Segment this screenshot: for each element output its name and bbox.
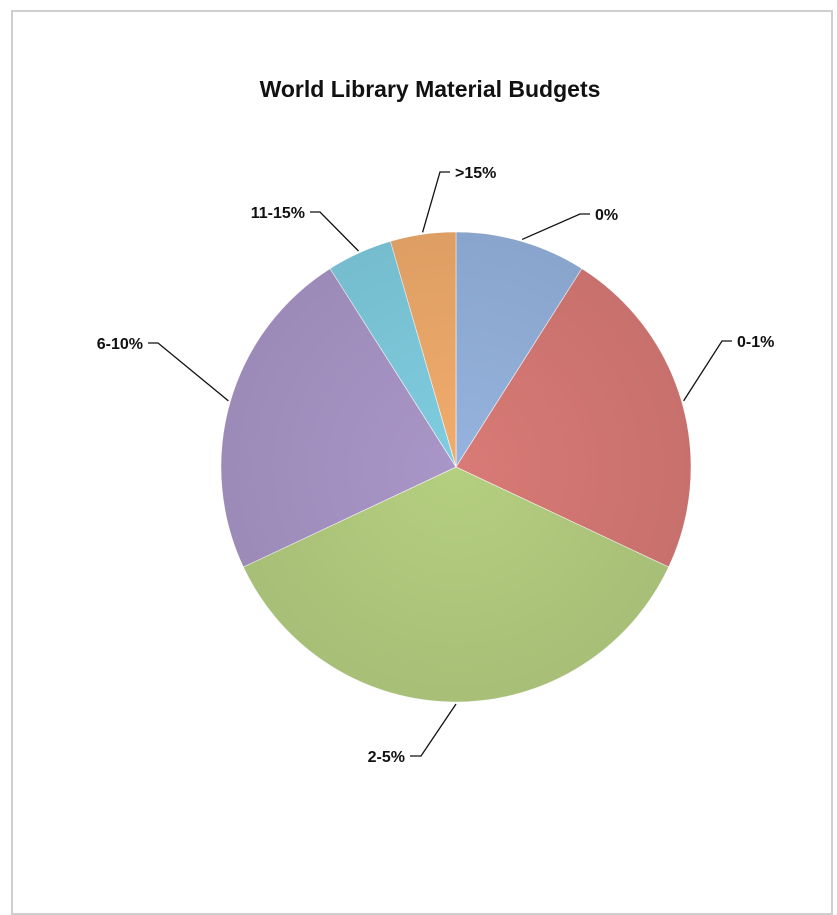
slice-label: 2-5% — [368, 749, 405, 766]
leader-line — [421, 171, 450, 233]
chart-title: World Library Material Budgets — [259, 76, 601, 102]
leader-line — [148, 342, 229, 402]
leader-line — [410, 703, 457, 757]
slice-label: 11-15% — [251, 205, 305, 222]
slice-label: 6-10% — [97, 336, 143, 353]
leader-lines — [148, 171, 732, 757]
slice-label: >15% — [455, 165, 496, 182]
leader-line — [683, 340, 732, 402]
slice-label: 0% — [595, 207, 618, 224]
pie-slices — [220, 231, 692, 703]
leader-line — [310, 211, 359, 252]
slice-labels: 0% 0-1% 2-5% 6-10% 11-15% >15% — [97, 165, 775, 766]
slice-label: 0-1% — [737, 334, 774, 351]
leader-line — [521, 213, 590, 241]
